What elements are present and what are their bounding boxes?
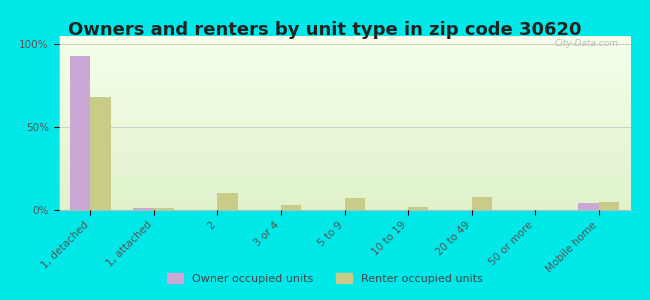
Bar <box>281 205 302 210</box>
Text: City-Data.com: City-Data.com <box>555 40 619 49</box>
Bar <box>70 56 90 210</box>
Bar <box>599 202 619 210</box>
Bar <box>578 203 599 210</box>
Text: Owners and renters by unit type in zip code 30620: Owners and renters by unit type in zip c… <box>68 21 582 39</box>
Bar <box>217 194 238 210</box>
Bar <box>90 97 110 210</box>
Bar <box>408 207 428 210</box>
Bar <box>154 208 174 210</box>
Bar <box>472 197 492 210</box>
Bar <box>133 208 154 210</box>
Bar <box>344 198 365 210</box>
Legend: Owner occupied units, Renter occupied units: Owner occupied units, Renter occupied un… <box>162 269 488 288</box>
